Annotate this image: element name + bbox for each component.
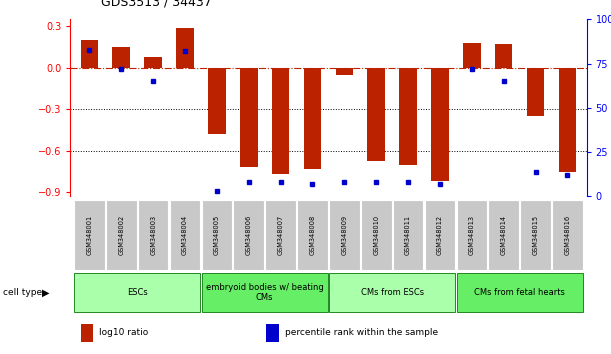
Text: CMs from ESCs: CMs from ESCs <box>360 288 423 297</box>
FancyBboxPatch shape <box>74 273 200 312</box>
Text: GSM348002: GSM348002 <box>119 215 124 255</box>
Bar <box>112 47 130 68</box>
Text: GSM348016: GSM348016 <box>565 215 571 255</box>
Bar <box>304 68 321 169</box>
Text: percentile rank within the sample: percentile rank within the sample <box>285 328 437 337</box>
Text: log10 ratio: log10 ratio <box>98 328 148 337</box>
FancyBboxPatch shape <box>329 273 455 312</box>
Text: GSM348004: GSM348004 <box>182 215 188 255</box>
Text: GSM348007: GSM348007 <box>277 215 284 255</box>
Text: GSM348011: GSM348011 <box>405 215 411 255</box>
FancyBboxPatch shape <box>488 200 519 270</box>
Text: cell type: cell type <box>3 288 42 297</box>
Text: GSM348003: GSM348003 <box>150 215 156 255</box>
FancyBboxPatch shape <box>456 200 487 270</box>
Bar <box>463 43 481 68</box>
Bar <box>400 68 417 165</box>
Bar <box>266 324 279 342</box>
Bar <box>558 68 576 172</box>
FancyBboxPatch shape <box>361 200 392 270</box>
FancyBboxPatch shape <box>170 200 200 270</box>
FancyBboxPatch shape <box>552 200 583 270</box>
Bar <box>240 68 257 167</box>
Text: embryoid bodies w/ beating
CMs: embryoid bodies w/ beating CMs <box>206 283 324 302</box>
Text: GSM348005: GSM348005 <box>214 215 220 255</box>
FancyBboxPatch shape <box>521 200 551 270</box>
Text: GSM348006: GSM348006 <box>246 215 252 255</box>
FancyBboxPatch shape <box>233 200 264 270</box>
Bar <box>176 28 194 68</box>
Text: GDS3513 / 34437: GDS3513 / 34437 <box>101 0 211 9</box>
Text: GSM348008: GSM348008 <box>310 215 315 255</box>
FancyBboxPatch shape <box>138 200 169 270</box>
Text: GSM348012: GSM348012 <box>437 215 443 255</box>
FancyBboxPatch shape <box>74 200 104 270</box>
Text: GSM348015: GSM348015 <box>533 215 538 255</box>
Text: GSM348010: GSM348010 <box>373 215 379 255</box>
FancyBboxPatch shape <box>202 200 232 270</box>
FancyBboxPatch shape <box>393 200 423 270</box>
Bar <box>81 40 98 68</box>
Bar <box>272 68 290 175</box>
Text: GSM348009: GSM348009 <box>342 215 347 255</box>
Bar <box>495 44 513 68</box>
Text: CMs from fetal hearts: CMs from fetal hearts <box>474 288 565 297</box>
FancyBboxPatch shape <box>425 200 455 270</box>
Text: GSM348001: GSM348001 <box>86 215 92 255</box>
Bar <box>527 68 544 116</box>
FancyBboxPatch shape <box>265 200 296 270</box>
FancyBboxPatch shape <box>329 200 360 270</box>
FancyBboxPatch shape <box>202 273 327 312</box>
FancyBboxPatch shape <box>106 200 136 270</box>
Text: ESCs: ESCs <box>127 288 148 297</box>
Bar <box>431 68 448 181</box>
Text: GSM348013: GSM348013 <box>469 215 475 255</box>
FancyBboxPatch shape <box>297 200 327 270</box>
Text: ▶: ▶ <box>42 287 49 297</box>
Bar <box>144 57 162 68</box>
Bar <box>367 68 385 160</box>
Bar <box>81 324 93 342</box>
Text: GSM348014: GSM348014 <box>500 215 507 255</box>
FancyBboxPatch shape <box>456 273 583 312</box>
Bar <box>335 68 353 75</box>
Bar <box>208 68 225 134</box>
